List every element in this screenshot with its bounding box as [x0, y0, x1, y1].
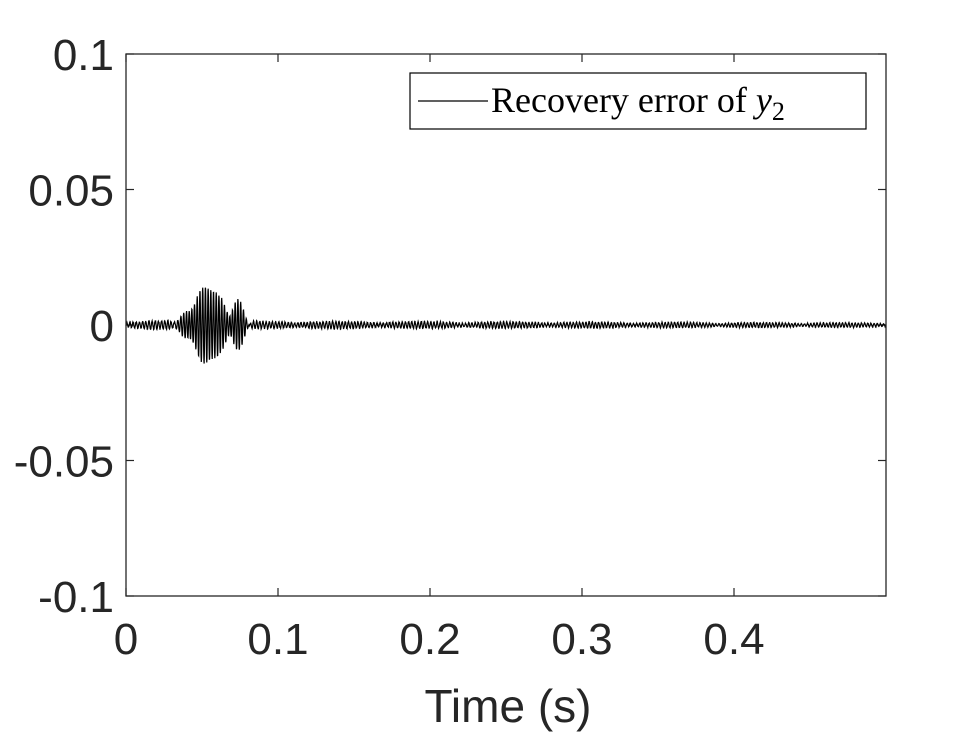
- x-tick-label: 0.1: [247, 615, 308, 664]
- x-axis-label: Time (s): [425, 680, 592, 732]
- y-tick-label: -0.1: [38, 573, 114, 622]
- legend-entry-subscript: 2: [772, 97, 785, 126]
- axis-tick-labels: 0 0.1 0.2 0.3 0.4 -0.1 -0.05 0 0.05 0.1: [14, 31, 765, 664]
- series-line-recovery-error-y2: [125, 287, 887, 364]
- y-tick-label: 0.1: [53, 31, 114, 80]
- x-tick-label: 0.4: [703, 615, 764, 664]
- legend: Recovery error of y2: [409, 72, 867, 130]
- legend-entry-text: Recovery error of: [491, 80, 756, 120]
- x-tick-label: 0.3: [551, 615, 612, 664]
- legend-entry-label: Recovery error of y2: [491, 80, 785, 126]
- y-tick-label: 0: [90, 302, 114, 351]
- axes-box: [125, 53, 887, 597]
- x-tick-label: 0.2: [399, 615, 460, 664]
- x-tick-label: 0: [114, 615, 138, 664]
- legend-entry-variable: y: [753, 80, 772, 120]
- y-tick-label: -0.05: [14, 438, 114, 487]
- y-tick-label: 0.05: [28, 167, 114, 216]
